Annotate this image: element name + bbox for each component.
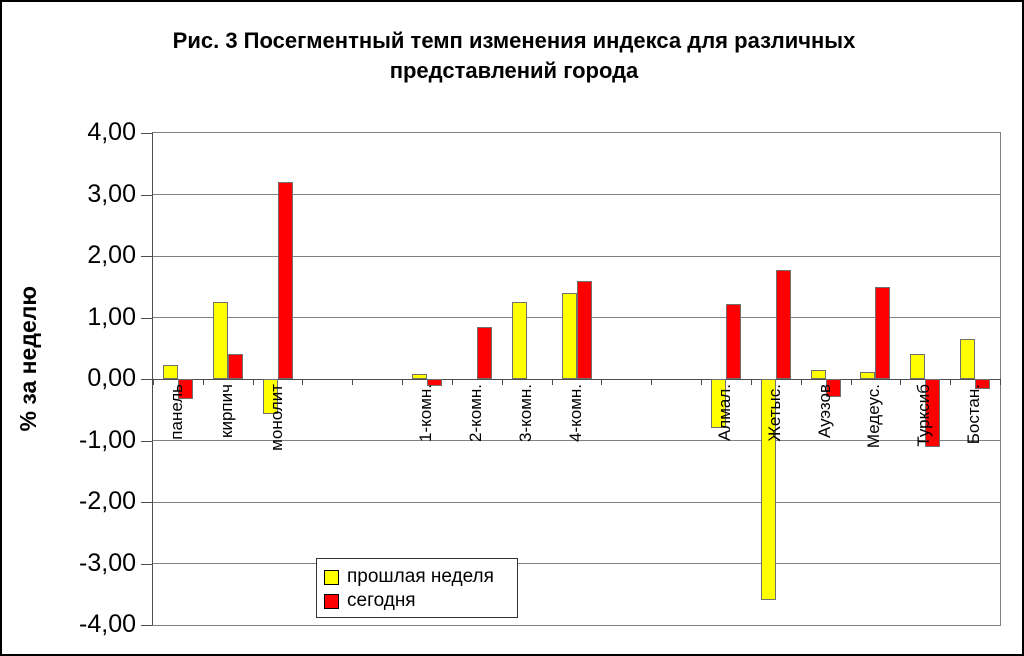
bar-today xyxy=(177,379,193,400)
x-axis-tick xyxy=(801,379,802,385)
y-axis-tick-mark xyxy=(141,317,152,319)
bar-last-week xyxy=(412,374,428,379)
category-label: монолит xyxy=(266,384,286,451)
bar-today xyxy=(227,354,243,379)
y-axis-tick-mark xyxy=(141,440,152,442)
category-label: Алмал. xyxy=(714,384,734,442)
category-label: 4-комн. xyxy=(565,384,585,442)
y-axis-tick-label: -2,00 xyxy=(79,487,136,515)
y-axis-tick-label: -1,00 xyxy=(79,425,136,454)
legend-item-last-week: прошлая неделя xyxy=(324,565,510,589)
legend-swatch-today xyxy=(324,593,339,609)
plot-area: панель кирпич монолит 1-комн. 2-комн. 3-комн.… xyxy=(152,132,1001,626)
x-axis-tick xyxy=(402,379,403,385)
y-axis-tick-label: -4,00 xyxy=(79,610,136,638)
category-label: Бостан. xyxy=(964,384,984,445)
category-label: 3-комн. xyxy=(515,384,535,442)
x-axis-zero-line xyxy=(153,378,1000,380)
bar-today xyxy=(975,379,991,389)
x-axis-tick xyxy=(203,379,204,385)
x-axis-tick xyxy=(950,379,951,385)
bar-today xyxy=(725,303,741,379)
y-axis-tick-mark xyxy=(141,563,152,565)
y-axis-tick-mark xyxy=(141,379,152,380)
y-axis-tick-label: 1,00 xyxy=(87,302,136,331)
x-axis-tick xyxy=(153,379,154,385)
bar-today xyxy=(825,379,841,397)
category-label: панель xyxy=(166,384,186,440)
x-axis-tick xyxy=(1000,379,1001,385)
category-label: Медеус. xyxy=(864,384,884,449)
chart-title: Рис. 3 Посегментный темп изменения индек… xyxy=(172,28,856,83)
bar-last-week xyxy=(760,379,776,601)
gridline xyxy=(153,194,1000,195)
category-label: Жетыс. xyxy=(764,384,784,442)
bar-last-week xyxy=(162,365,178,379)
legend-item-today: сегодня xyxy=(324,589,510,613)
bar-last-week xyxy=(860,372,876,379)
x-axis-tick xyxy=(302,379,303,385)
category-label: кирпич xyxy=(216,384,236,438)
gridline xyxy=(153,501,1000,503)
x-axis-tick xyxy=(751,379,752,385)
y-axis-tick-label: 2,00 xyxy=(87,241,136,269)
category-label: 2-комн. xyxy=(465,384,485,442)
category-label: Турксиб xyxy=(914,384,934,447)
bar-last-week xyxy=(910,353,926,379)
gridline xyxy=(153,440,1000,441)
x-axis-tick xyxy=(253,379,254,385)
bar-today xyxy=(775,269,791,379)
x-axis-tick xyxy=(701,379,702,385)
y-axis-tick-label: -3,00 xyxy=(79,548,136,577)
bar-last-week xyxy=(810,369,826,379)
x-axis-tick xyxy=(352,379,353,385)
legend: прошлая неделя сегодня xyxy=(316,558,518,618)
y-axis-tick-mark xyxy=(141,194,152,196)
bar-today xyxy=(476,326,492,379)
bar-today xyxy=(427,379,443,387)
x-axis-tick xyxy=(452,379,453,385)
bar-last-week xyxy=(710,379,726,429)
bar-last-week xyxy=(212,302,228,379)
bar-today xyxy=(277,182,293,379)
gridline xyxy=(153,255,1000,257)
y-axis-tick-label: 0,00 xyxy=(87,364,136,392)
bar-last-week xyxy=(960,339,976,379)
y-axis-tick-label: 4,00 xyxy=(87,118,136,146)
category-label: Ауэзов xyxy=(814,384,834,439)
bar-today xyxy=(576,280,592,379)
bar-today xyxy=(875,286,891,379)
y-axis-tick-mark xyxy=(141,625,152,626)
x-axis-tick xyxy=(651,379,652,385)
category-label: 1-комн. xyxy=(416,384,436,442)
x-axis-tick xyxy=(502,379,503,385)
gridline xyxy=(153,563,1000,564)
legend-label-today: сегодня xyxy=(347,590,416,611)
bar-last-week xyxy=(262,379,278,415)
y-axis-tick-label: 3,00 xyxy=(87,179,136,208)
x-axis-tick xyxy=(851,379,852,385)
legend-swatch-last-week xyxy=(324,569,339,585)
x-axis-tick xyxy=(601,379,602,385)
x-axis-tick xyxy=(552,379,553,385)
bar-last-week xyxy=(561,292,577,379)
y-axis-tick-mark xyxy=(141,133,152,134)
y-axis-tick-mark xyxy=(141,256,152,257)
x-axis-tick xyxy=(900,379,901,385)
bar-today xyxy=(925,379,941,447)
bar-last-week xyxy=(511,302,527,379)
y-axis-tick-mark xyxy=(141,502,152,503)
legend-label-last-week: прошлая неделя xyxy=(347,566,494,587)
